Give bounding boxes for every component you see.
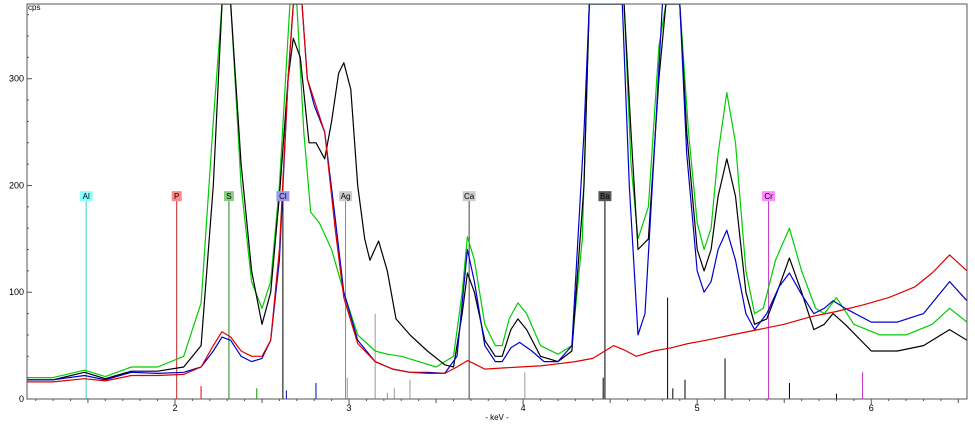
plot-frame xyxy=(26,3,968,400)
marker-label-box-ag xyxy=(339,191,353,202)
marker-label-box-cr xyxy=(762,191,776,202)
x-tick-label: 3 xyxy=(347,403,352,413)
x-axis-ticks: 2 3 4 5 6 xyxy=(35,399,959,413)
marker-label-cr: Cr xyxy=(764,192,773,201)
marker-label-s: S xyxy=(226,192,231,201)
marker-label-ca: Ca xyxy=(464,192,475,201)
minor-lines xyxy=(200,297,864,399)
element-marker-labels: Al P S Cl Ag Ca Ba Cr xyxy=(79,191,776,202)
marker-label-ag: Ag xyxy=(341,192,351,201)
marker-label-box-cl xyxy=(276,191,290,202)
x-tick-label: 4 xyxy=(521,403,526,413)
x-axis-label: - keV - xyxy=(485,413,509,422)
series-line-4 xyxy=(27,4,967,383)
marker-label-box-s xyxy=(223,191,234,202)
series-line-3 xyxy=(27,4,967,381)
y-tick-label: 0 xyxy=(19,394,24,404)
x-tick-label: 6 xyxy=(869,403,874,413)
y-tick-label: 300 xyxy=(9,74,24,84)
marker-label-box-p xyxy=(171,191,182,202)
marker-label-al: Al xyxy=(83,192,90,201)
marker-label-p: P xyxy=(174,192,179,201)
x-tick-label: 5 xyxy=(695,403,700,413)
marker-label-box-ba xyxy=(598,191,612,202)
y-axis-ticks: 0 100 200 300 xyxy=(9,14,32,404)
y-tick-label: 200 xyxy=(9,180,24,190)
plot-background xyxy=(27,4,967,399)
y-axis-label: cps xyxy=(28,3,40,12)
x-tick-label: 2 xyxy=(172,403,177,413)
marker-label-box-al xyxy=(79,191,93,202)
series-line-2 xyxy=(27,4,967,381)
y-tick-label: 100 xyxy=(9,287,24,297)
series-line-1 xyxy=(27,4,967,379)
marker-label-cl: Cl xyxy=(279,192,287,201)
marker-label-box-ca xyxy=(462,191,476,202)
marker-label-ba: Ba xyxy=(600,192,610,201)
series-group xyxy=(27,4,967,383)
